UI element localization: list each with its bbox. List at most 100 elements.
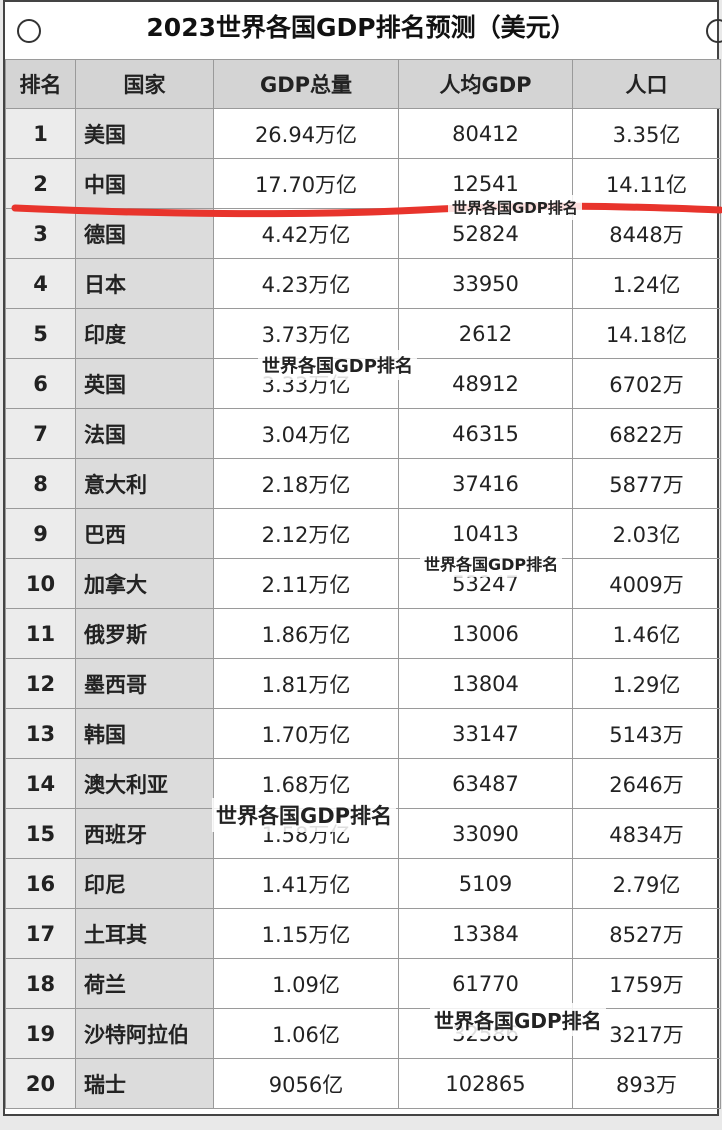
table-cell: 4009万 xyxy=(572,558,721,609)
table-cell: 33090 xyxy=(398,808,573,859)
column-header: 人均GDP xyxy=(398,59,573,109)
table-row: 18 荷兰 1.09亿 61770 1759万 xyxy=(5,958,721,1009)
table-row: 11 俄罗斯 1.86万亿 13006 1.46亿 xyxy=(5,608,721,659)
table-cell: 1.09亿 xyxy=(213,958,399,1009)
table-cell: 瑞士 xyxy=(75,1058,214,1109)
table-cell: 61770 xyxy=(398,958,573,1009)
gdp-table: 排名 国家 GDP总量 人均GDP 人口 1 美国 26.94万亿 80412 3.35亿 2 中国… xyxy=(5,59,721,1109)
table-cell: 14 xyxy=(5,758,76,809)
column-header: 人口 xyxy=(572,59,721,109)
corner-circle xyxy=(17,19,41,43)
table-row: 4 日本 4.23万亿 33950 1.24亿 xyxy=(5,258,721,309)
column-header: 国家 xyxy=(75,59,214,109)
table-row: 17 土耳其 1.15万亿 13384 8527万 xyxy=(5,908,721,959)
table-cell: 63487 xyxy=(398,758,573,809)
column-header: GDP总量 xyxy=(213,59,399,109)
table-row: 12 墨西哥 1.81万亿 13804 1.29亿 xyxy=(5,658,721,709)
table-cell: 102865 xyxy=(398,1058,573,1109)
table-cell: 印尼 xyxy=(75,858,214,909)
table-cell: 9 xyxy=(5,508,76,559)
table-cell: 33950 xyxy=(398,258,573,309)
table-cell: 33147 xyxy=(398,708,573,759)
table-cell: 14.18亿 xyxy=(572,308,721,359)
table-cell: 1.86万亿 xyxy=(213,608,399,659)
table-cell: 11 xyxy=(5,608,76,659)
table-cell: 7 xyxy=(5,408,76,459)
table-cell: 1.81万亿 xyxy=(213,658,399,709)
table-cell: 2646万 xyxy=(572,758,721,809)
table-cell: 3 xyxy=(5,208,76,259)
table-row: 13 韩国 1.70万亿 33147 5143万 xyxy=(5,708,721,759)
table-row: 3 德国 4.42万亿 52824 8448万 xyxy=(5,208,721,259)
watermark: 世界各国GDP排名 xyxy=(448,195,582,220)
table-cell: 8527万 xyxy=(572,908,721,959)
table-cell: 8448万 xyxy=(572,208,721,259)
corner-circle xyxy=(706,19,722,43)
table-cell: 8 xyxy=(5,458,76,509)
table-cell: 17.70万亿 xyxy=(213,158,399,209)
table-cell: 37416 xyxy=(398,458,573,509)
table-cell: 德国 xyxy=(75,208,214,259)
table-cell: 26.94万亿 xyxy=(213,108,399,159)
table-cell: 中国 xyxy=(75,158,214,209)
column-header: 排名 xyxy=(5,59,76,109)
table-cell: 荷兰 xyxy=(75,958,214,1009)
table-cell: 5 xyxy=(5,308,76,359)
table-cell: 20 xyxy=(5,1058,76,1109)
table-cell: 1.24亿 xyxy=(572,258,721,309)
table-cell: 6822万 xyxy=(572,408,721,459)
table-cell: 46315 xyxy=(398,408,573,459)
watermark: 世界各国GDP排名 xyxy=(258,350,417,380)
table-cell: 1759万 xyxy=(572,958,721,1009)
table-row: 16 印尼 1.41万亿 5109 2.79亿 xyxy=(5,858,721,909)
table-cell: 3.04万亿 xyxy=(213,408,399,459)
table-cell: 13384 xyxy=(398,908,573,959)
watermark: 世界各国GDP排名 xyxy=(212,798,397,832)
table-cell: 19 xyxy=(5,1008,76,1059)
table-cell: 沙特阿拉伯 xyxy=(75,1008,214,1059)
table-cell: 巴西 xyxy=(75,508,214,559)
table-cell: 1.41万亿 xyxy=(213,858,399,909)
table-cell: 48912 xyxy=(398,358,573,409)
table-cell: 5109 xyxy=(398,858,573,909)
table-cell: 澳大利亚 xyxy=(75,758,214,809)
table-cell: 1.29亿 xyxy=(572,658,721,709)
table-row: 20 瑞士 9056亿 102865 893万 xyxy=(5,1058,721,1109)
table-cell: 13804 xyxy=(398,658,573,709)
table-cell: 9056亿 xyxy=(213,1058,399,1109)
table-cell: 2.79亿 xyxy=(572,858,721,909)
table-cell: 1.70万亿 xyxy=(213,708,399,759)
table-row: 2 中国 17.70万亿 12541 14.11亿 xyxy=(5,158,721,209)
table-cell: 加拿大 xyxy=(75,558,214,609)
table-row: 7 法国 3.04万亿 46315 6822万 xyxy=(5,408,721,459)
table-cell: 英国 xyxy=(75,358,214,409)
table-cell: 6 xyxy=(5,358,76,409)
table-cell: 2 xyxy=(5,158,76,209)
table-cell: 5143万 xyxy=(572,708,721,759)
table-cell: 2612 xyxy=(398,308,573,359)
watermark: 世界各国GDP排名 xyxy=(420,549,563,577)
table-cell: 6702万 xyxy=(572,358,721,409)
table-cell: 15 xyxy=(5,808,76,859)
table-cell: 日本 xyxy=(75,258,214,309)
table-cell: 2.18万亿 xyxy=(213,458,399,509)
table-cell: 2.12万亿 xyxy=(213,508,399,559)
table-row: 5 印度 3.73万亿 2612 14.18亿 xyxy=(5,308,721,359)
table-cell: 土耳其 xyxy=(75,908,214,959)
table-cell: 4.42万亿 xyxy=(213,208,399,259)
watermark: 世界各国GDP排名 xyxy=(430,1003,606,1036)
table-cell: 2.03亿 xyxy=(572,508,721,559)
table-cell: 13 xyxy=(5,708,76,759)
table-cell: 13006 xyxy=(398,608,573,659)
table-cell: 2.11万亿 xyxy=(213,558,399,609)
table-cell: 意大利 xyxy=(75,458,214,509)
table-cell: 美国 xyxy=(75,108,214,159)
table-cell: 俄罗斯 xyxy=(75,608,214,659)
table-cell: 1.15万亿 xyxy=(213,908,399,959)
table-cell: 18 xyxy=(5,958,76,1009)
table-cell: 印度 xyxy=(75,308,214,359)
table-cell: 1 xyxy=(5,108,76,159)
table-cell: 1.46亿 xyxy=(572,608,721,659)
